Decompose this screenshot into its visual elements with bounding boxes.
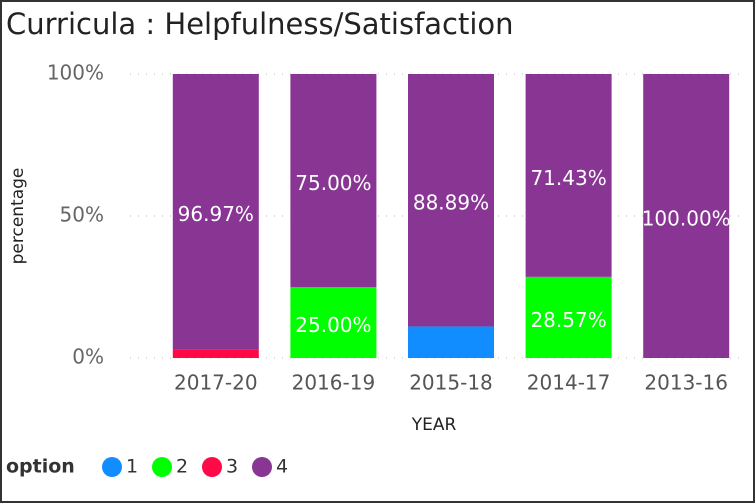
data-label: 28.57% bbox=[530, 308, 606, 332]
data-label: 96.97% bbox=[178, 202, 254, 226]
x-tick-label: 2014-17 bbox=[527, 371, 611, 395]
legend-marker bbox=[102, 457, 122, 477]
data-label: 88.89% bbox=[413, 191, 489, 215]
legend-label: 3 bbox=[226, 456, 238, 478]
y-tick-label: 0% bbox=[72, 345, 104, 369]
chart-title: Curricula : Helpfulness/Satisfaction bbox=[6, 7, 514, 41]
bar-segment bbox=[408, 326, 494, 358]
y-axis-label: percentage bbox=[8, 168, 28, 265]
bar-segment bbox=[172, 349, 259, 358]
legend-marker bbox=[152, 457, 172, 477]
legend-label: 2 bbox=[176, 456, 188, 478]
y-tick-label: 100% bbox=[47, 61, 104, 85]
legend-label: 1 bbox=[126, 456, 138, 478]
bar-segment bbox=[525, 74, 612, 277]
data-label: 75.00% bbox=[295, 171, 371, 195]
x-axis-label: YEAR bbox=[411, 415, 457, 435]
data-label: 71.43% bbox=[530, 166, 606, 190]
bar-segment bbox=[172, 74, 259, 350]
legend-marker bbox=[252, 457, 272, 477]
bar-segment bbox=[290, 74, 377, 287]
legend-title: option bbox=[6, 456, 75, 478]
data-label: 25.00% bbox=[295, 313, 371, 337]
bar-segment bbox=[525, 276, 612, 358]
x-tick-label: 2013-16 bbox=[644, 371, 728, 395]
legend-label: 4 bbox=[276, 456, 288, 478]
legend-marker bbox=[202, 457, 222, 477]
x-tick-label: 2015-18 bbox=[409, 371, 493, 395]
x-tick-label: 2017-20 bbox=[174, 371, 258, 395]
bar-segment bbox=[643, 74, 730, 358]
x-tick-label: 2016-19 bbox=[292, 371, 376, 395]
data-label: 100.00% bbox=[642, 207, 731, 231]
y-tick-label: 50% bbox=[60, 203, 104, 227]
bar-segment bbox=[290, 287, 377, 358]
bar-segment bbox=[408, 74, 494, 327]
